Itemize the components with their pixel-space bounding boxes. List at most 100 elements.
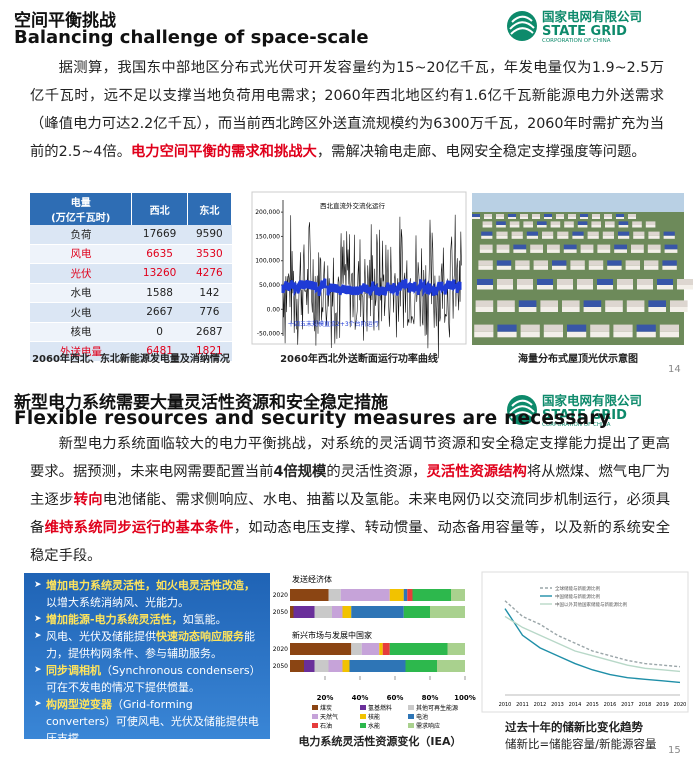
photo-wall (497, 307, 515, 312)
photo-roof (577, 221, 588, 225)
photo-wall (602, 235, 614, 239)
table-cell: 1588 (131, 283, 188, 303)
photo-wall (647, 249, 661, 253)
paragraph: 据测算，我国东中部地区分布式光伏可开发容量约为15~20亿千瓦，年发电量仅为1.… (30, 54, 664, 166)
photo-roof (562, 300, 580, 307)
photo-wall (607, 265, 622, 270)
x-tick-label: 2012 (534, 702, 547, 708)
title-zh: 新型电力系统需要大量灵活性资源和安全稳定措施 (14, 393, 388, 413)
photo-roof (540, 300, 558, 307)
photo-roof (563, 244, 577, 250)
x-tick-label: 2015 (586, 702, 599, 708)
photo-roof (497, 300, 515, 307)
x-tick-label: 2017 (621, 702, 634, 708)
photo-roof (626, 300, 645, 307)
photo-wall (617, 285, 633, 290)
x-tick-label: 40% (352, 694, 369, 702)
table-cell: 142 (187, 283, 232, 303)
photo-wall (605, 225, 615, 228)
photo-wall (497, 331, 517, 338)
photo-wall (533, 265, 548, 270)
bar-segment (290, 606, 294, 618)
legend-swatch (408, 714, 414, 719)
legend-label: 天然气 (320, 713, 338, 721)
photo-wall (577, 285, 593, 290)
table-cell: 火电 (30, 302, 132, 323)
photo-wall (479, 249, 493, 253)
photo-roof (484, 214, 492, 217)
photo-wall (614, 249, 627, 253)
text-run: 风电、光伏及储能提供 (46, 630, 156, 643)
text-run: （Synchronous condensers）可在不发电的情况下提供惯量。 (46, 664, 256, 694)
photo-wall (484, 217, 492, 219)
y-tick-label: 0.00 (267, 306, 281, 313)
photo-wall (587, 235, 599, 239)
photo-roof (618, 231, 630, 236)
photo-wall (496, 265, 512, 270)
group-label: 发送经济体 (292, 574, 332, 584)
photo-wall (616, 217, 624, 219)
photo-wall (588, 265, 604, 270)
title-en: Balancing challenge of space-scale (14, 27, 369, 48)
x-tick-label: 2020 (674, 702, 687, 708)
photo-roof (648, 300, 666, 307)
photo-wall (591, 225, 601, 228)
row-label: 2050 (273, 663, 288, 670)
logo-name: 国家电网有限公司 (542, 9, 642, 24)
photo-roof (496, 244, 510, 250)
photo-wall (597, 249, 611, 253)
legend-swatch (360, 705, 366, 710)
photo-wall (580, 249, 594, 253)
text-run: 的灵活性资源， (326, 464, 427, 480)
legend-label: 中国以外其他国家储能与新能源比例 (555, 601, 627, 608)
photo-wall (547, 249, 560, 253)
photo-roof (550, 221, 561, 225)
photo-wall (532, 217, 540, 219)
photo-wall (632, 225, 642, 228)
logo-name: 国家电网有限公司 (542, 393, 642, 408)
photo-roof (602, 231, 614, 236)
legend-label: 核能 (368, 713, 380, 721)
legend-label: 氢基燃料 (368, 704, 392, 712)
bar-segment (379, 643, 383, 655)
row-label: 2050 (273, 609, 288, 616)
photo-wall (478, 265, 493, 270)
y-tick-label: 50,000 (259, 282, 280, 289)
photo-roof (496, 221, 506, 225)
photo-roof (556, 214, 564, 217)
line (504, 615, 681, 673)
photo-roof (605, 300, 623, 307)
text-run: 增加电力系统灵活性，如火电灵活性改造， (46, 579, 255, 592)
photo-roof (511, 231, 523, 236)
photo-roof (644, 260, 659, 266)
text-run: （Grid-forming converters）可使风电、光伏及储能提供电压支… (46, 698, 259, 745)
photo-roof (520, 214, 528, 217)
table-cell: 2687 (187, 322, 232, 342)
text-run: 电池储能、需求侧响应、水电、抽蓄以及氢能。未来电网仍以交流同步机制运行，必须具备 (30, 492, 671, 536)
bar-segment (403, 606, 430, 618)
legend-label: 电池 (416, 713, 428, 721)
photo-roof (552, 260, 567, 266)
text-run: 新型电力系统面临较大的电力平衡挑战，对系统的灵活调节资源和安全稳定支撑能力提出了… (30, 436, 670, 480)
photo-roof (572, 231, 584, 236)
photo-wall (508, 217, 516, 219)
table-cell: 水电 (30, 283, 132, 303)
bar-segment (351, 606, 404, 618)
photo-wall (537, 225, 547, 228)
photo-roof (633, 231, 645, 236)
photo-roof (614, 244, 627, 250)
table-cell: 6635 (131, 244, 188, 264)
page-number: 15 (668, 745, 681, 756)
photo-wall (552, 265, 567, 270)
photo-wall (648, 235, 660, 239)
photo-wall (626, 307, 645, 312)
photo-roof (592, 214, 600, 217)
photo-roof (568, 214, 576, 217)
photo-roof (475, 300, 494, 307)
photo-roof (577, 279, 593, 285)
photo-wall (633, 235, 645, 239)
bar-segment (314, 606, 332, 618)
bar-segment (290, 643, 352, 655)
bar-segment (293, 606, 315, 618)
